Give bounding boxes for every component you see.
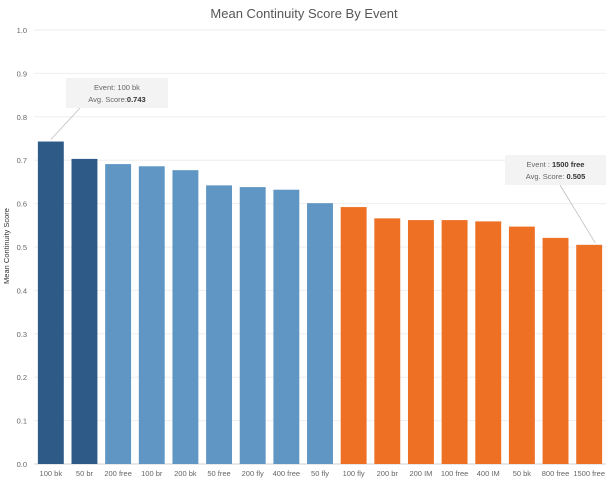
bar-100-bk bbox=[37, 141, 64, 464]
y-tick-label: 0.3 bbox=[17, 330, 27, 339]
annotation-event-label: Event: bbox=[94, 83, 117, 92]
annotation-event: Event: 100 bk bbox=[94, 83, 140, 92]
annotation-score: Avg. Score:0.743 bbox=[88, 95, 145, 104]
bar-1500-free bbox=[576, 244, 603, 464]
bar-200-fly bbox=[239, 187, 266, 464]
y-tick-label: 0.0 bbox=[17, 460, 27, 469]
bar-100-br bbox=[138, 166, 165, 464]
bar-200-bk bbox=[172, 170, 199, 464]
bar-200-free bbox=[105, 164, 132, 464]
annotation-leader-line bbox=[50, 107, 81, 140]
annotation-score-value: 0.505 bbox=[566, 172, 585, 181]
x-tick-label: 50 br bbox=[76, 469, 94, 478]
bar-800-free bbox=[542, 237, 569, 464]
y-tick-label: 0.5 bbox=[17, 243, 27, 252]
bar-100-fly bbox=[340, 207, 367, 464]
y-tick-label: 1.0 bbox=[17, 26, 27, 35]
bar-200-im bbox=[407, 220, 434, 464]
x-tick-label: 50 bk bbox=[513, 469, 532, 478]
chart-title: Mean Continuity Score By Event bbox=[210, 6, 398, 21]
annotation-score-label: Avg. Score: bbox=[88, 95, 127, 104]
bar-50-bk bbox=[508, 226, 535, 464]
annotation-leader-line bbox=[559, 184, 596, 244]
annotation-box bbox=[66, 78, 168, 108]
bar-200-br bbox=[374, 218, 401, 464]
y-tick-label: 0.6 bbox=[17, 200, 27, 209]
x-tick-label: 200 br bbox=[377, 469, 399, 478]
bars bbox=[37, 141, 603, 464]
y-axis-ticks: 0.0 0.1 0.2 0.3 0.4 0.5 0.6 0.7 0.8 0.9 1.0 bbox=[17, 26, 27, 469]
annotation-event-value: 100 bk bbox=[117, 83, 140, 92]
annotation-score: Avg. Score: 0.505 bbox=[526, 172, 586, 181]
x-tick-label: 200 bk bbox=[174, 469, 197, 478]
x-tick-label: 100 free bbox=[441, 469, 469, 478]
y-tick-label: 0.9 bbox=[17, 69, 27, 78]
x-tick-label: 400 IM bbox=[477, 469, 500, 478]
bar-100-free bbox=[441, 220, 468, 464]
bar-400-free bbox=[273, 189, 300, 464]
x-tick-label: 100 fly bbox=[343, 469, 365, 478]
x-tick-label: 200 IM bbox=[409, 469, 432, 478]
bar-400-im bbox=[475, 221, 502, 464]
y-tick-label: 0.7 bbox=[17, 156, 27, 165]
x-tick-label: 200 free bbox=[104, 469, 132, 478]
annotation-event: Event : 1500 free bbox=[527, 160, 585, 169]
y-tick-label: 0.2 bbox=[17, 373, 27, 382]
y-axis-label: Mean Continuity Score bbox=[2, 208, 11, 284]
bar-50-br bbox=[71, 158, 98, 464]
x-axis-ticks: 100 bk 50 br 200 free 100 br 200 bk 50 free 20… bbox=[40, 469, 605, 478]
x-tick-label: 1500 free bbox=[573, 469, 605, 478]
annotation-event-value: 1500 free bbox=[552, 160, 585, 169]
annotation-event-label: Event : bbox=[527, 160, 552, 169]
y-tick-label: 0.1 bbox=[17, 417, 27, 426]
y-tick-label: 0.4 bbox=[17, 286, 27, 295]
bar-50-free bbox=[206, 185, 233, 464]
y-tick-label: 0.8 bbox=[17, 113, 27, 122]
x-tick-label: 200 fly bbox=[242, 469, 264, 478]
x-tick-label: 50 fly bbox=[311, 469, 329, 478]
x-tick-label: 800 free bbox=[542, 469, 570, 478]
x-tick-label: 100 bk bbox=[40, 469, 63, 478]
annotation-score-label: Avg. Score: bbox=[526, 172, 567, 181]
annotation-score-value: 0.743 bbox=[127, 95, 146, 104]
x-tick-label: 400 free bbox=[273, 469, 301, 478]
bar-50-fly bbox=[307, 203, 333, 464]
x-tick-label: 50 free bbox=[207, 469, 230, 478]
annotation-box bbox=[505, 155, 606, 185]
x-tick-label: 100 br bbox=[141, 469, 163, 478]
